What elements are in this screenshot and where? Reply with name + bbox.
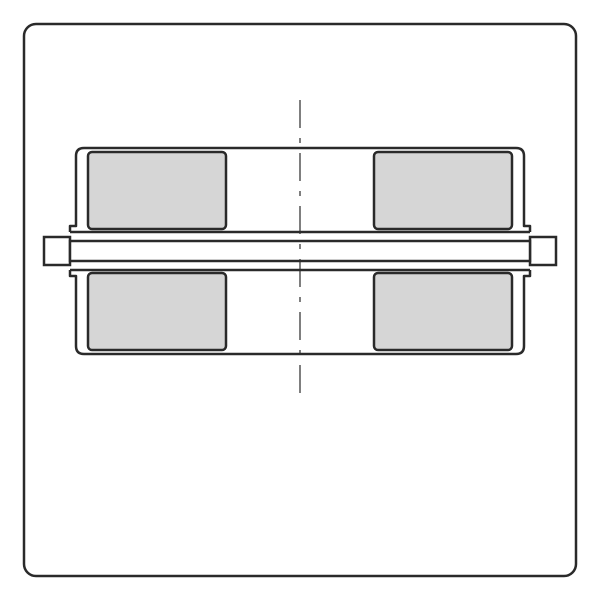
roller-bottom-right [374, 273, 512, 350]
roller-top-right [374, 152, 512, 229]
shaft-end-tab-left [44, 237, 70, 265]
roller-bottom-left [88, 273, 226, 350]
shaft-end-tab-right [530, 237, 556, 265]
bearing-cross-section-diagram [0, 0, 600, 600]
roller-top-left [88, 152, 226, 229]
